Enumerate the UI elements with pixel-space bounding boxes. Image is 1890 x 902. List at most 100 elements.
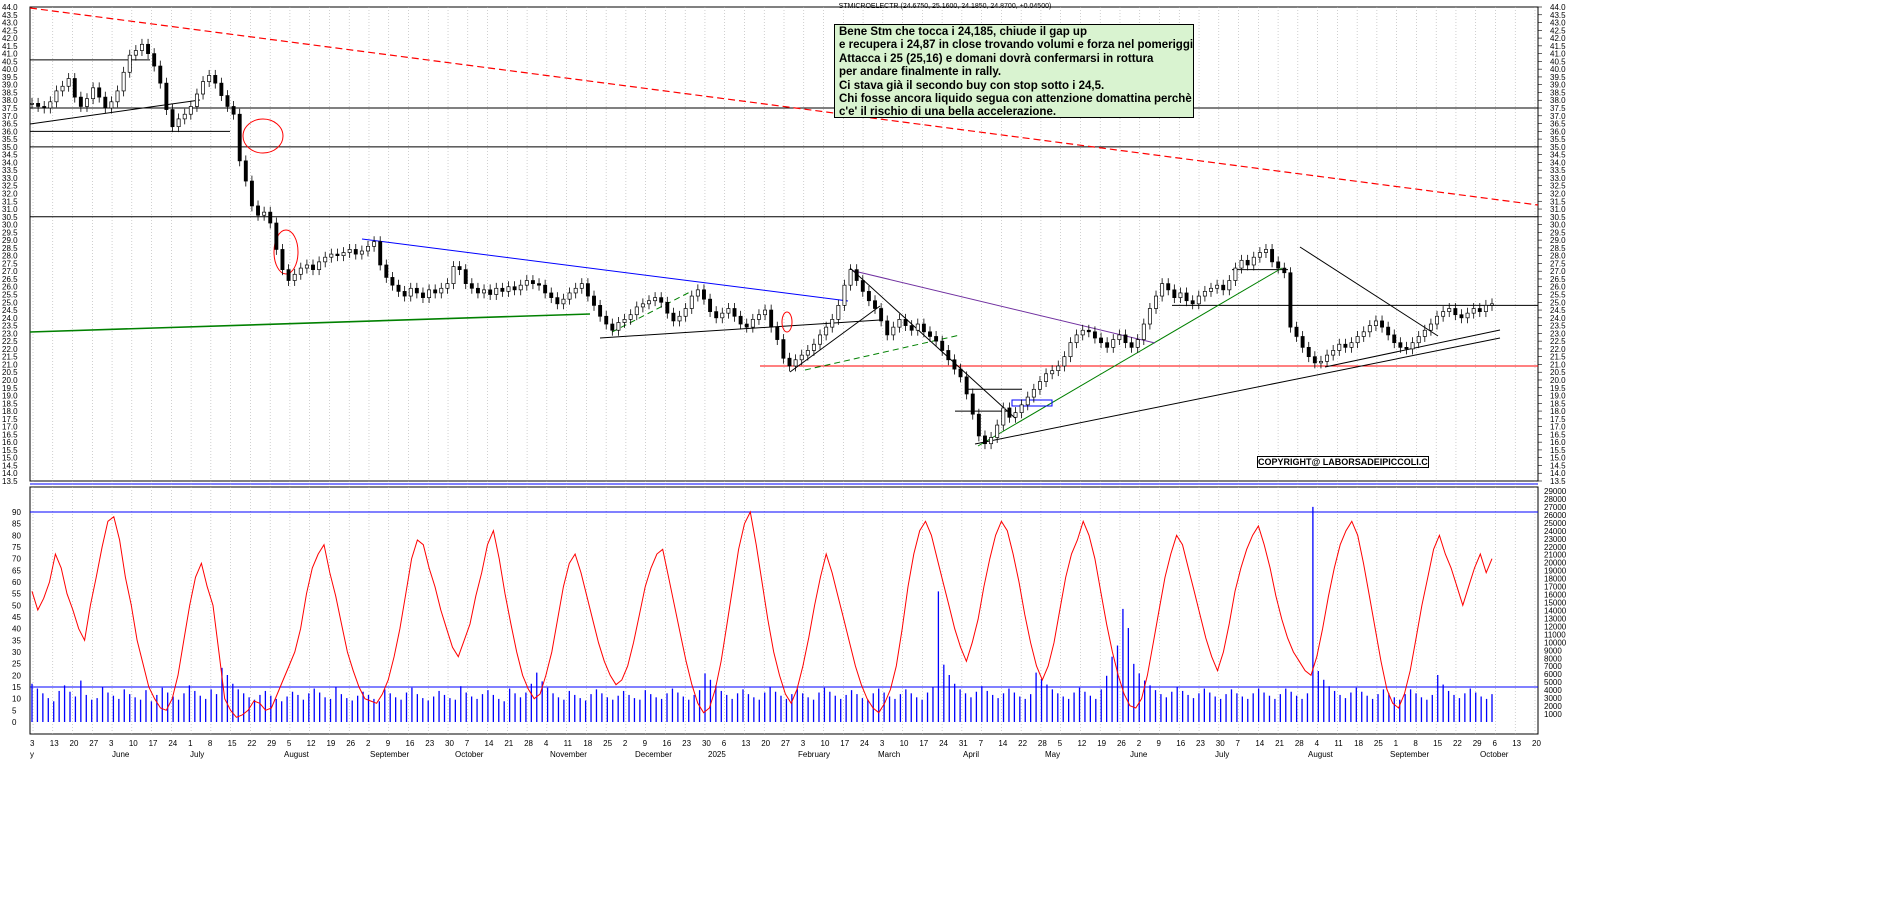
x-month-label: June	[112, 750, 130, 759]
candle-body	[714, 311, 719, 319]
candle-body	[1001, 407, 1006, 426]
candle-body	[1441, 311, 1446, 317]
candle-body	[1202, 291, 1207, 297]
oscillator-tick: 85	[12, 520, 21, 529]
oscillator-tick: 15	[12, 683, 21, 692]
candle-body	[1196, 295, 1201, 305]
candle-body	[989, 437, 994, 445]
candle-body	[60, 85, 65, 92]
candle-body	[818, 334, 822, 345]
candle-body	[36, 103, 41, 107]
volume-tick: 23000	[1544, 535, 1567, 544]
x-day-label: 17	[840, 739, 849, 748]
candle-body	[763, 309, 768, 316]
candle-body	[439, 287, 444, 294]
candle-body	[219, 82, 224, 96]
candle-body	[1154, 295, 1158, 309]
candle-body	[787, 357, 792, 367]
candle-body	[1074, 334, 1079, 344]
candle-body	[1190, 300, 1195, 305]
candle-body	[1270, 249, 1275, 263]
x-month-label: y	[30, 750, 34, 759]
volume-tick: 29000	[1544, 487, 1567, 496]
x-month-label: April	[963, 750, 979, 759]
candle-body	[1416, 336, 1421, 344]
volume-tick: 11000	[1544, 630, 1566, 639]
price-tick-right: 30.0	[1550, 221, 1566, 230]
note-line: Ci stava già il secondo buy con stop sot…	[839, 79, 1105, 92]
x-day-label: 23	[425, 739, 434, 748]
candle-body	[750, 319, 755, 328]
candle-body	[402, 291, 407, 297]
candle-body	[1129, 342, 1134, 348]
candle-body	[708, 298, 713, 312]
x-day-label: 3	[880, 739, 885, 748]
candle-body	[1300, 336, 1305, 348]
candle-body	[720, 312, 725, 319]
candle-body	[201, 81, 205, 95]
price-tick-right: 41.5	[1550, 42, 1566, 51]
candle-body	[879, 308, 884, 322]
volume-tick: 28000	[1544, 495, 1567, 504]
x-day-label: 1	[1394, 739, 1399, 748]
price-tick-right: 38.0	[1550, 96, 1566, 105]
price-tick-left: 18.5	[2, 399, 18, 408]
candle-body	[873, 300, 877, 309]
candle-body	[396, 284, 401, 292]
price-tick-right: 42.5	[1550, 26, 1566, 35]
candle-body	[824, 326, 829, 336]
candle-body	[158, 65, 163, 84]
price-tick-left: 41.5	[2, 42, 18, 51]
candle-body	[1380, 320, 1384, 328]
price-tick-left: 32.0	[2, 189, 18, 198]
candle-body	[598, 305, 603, 317]
price-tick-left: 21.0	[2, 360, 18, 369]
x-day-label: 16	[1176, 739, 1185, 748]
x-day-label: 9	[1157, 739, 1162, 748]
x-day-label: 26	[346, 739, 355, 748]
candle-body	[1355, 336, 1360, 344]
x-day-label: 9	[643, 739, 648, 748]
x-month-label: 2025	[708, 750, 726, 759]
candle-body	[109, 101, 114, 109]
volume-tick: 1000	[1544, 710, 1562, 719]
price-tick-left: 27.5	[2, 259, 18, 268]
candle-body	[298, 267, 303, 275]
candle-body	[909, 325, 914, 331]
black-trendline	[849, 267, 1016, 419]
price-tick-right: 21.0	[1550, 360, 1566, 369]
x-day-label: 3	[109, 739, 114, 748]
candle-body	[689, 295, 694, 309]
candle-body	[1056, 365, 1061, 372]
candle-body	[781, 339, 786, 359]
price-tick-left: 44.0	[2, 3, 18, 12]
volume-tick: 7000	[1544, 662, 1562, 671]
price-tick-left: 23.5	[2, 322, 18, 331]
price-tick-right: 44.0	[1550, 3, 1566, 12]
candle-body	[1392, 334, 1397, 344]
candle-body	[1483, 305, 1488, 312]
price-tick-right: 43.5	[1550, 11, 1566, 20]
candle-body	[421, 292, 425, 298]
candle-body	[1435, 315, 1439, 325]
price-tick-left: 25.0	[2, 298, 18, 307]
purple-trendline	[849, 269, 1156, 344]
x-day-label: 30	[1216, 739, 1225, 748]
volume-tick: 15000	[1544, 599, 1567, 608]
price-tick-left: 26.5	[2, 275, 18, 284]
candle-body	[188, 106, 193, 115]
price-tick-right: 23.0	[1550, 329, 1566, 338]
candle-body	[91, 87, 96, 100]
candle-body	[133, 50, 138, 56]
candle-body	[359, 250, 364, 255]
price-tick-left: 34.0	[2, 158, 18, 167]
oscillator-line	[31, 510, 1493, 718]
price-tick-left: 20.5	[2, 368, 18, 377]
oscillator-tick: 80	[12, 531, 21, 540]
price-tick-left: 20.0	[2, 376, 18, 385]
candle-body	[372, 241, 377, 247]
candle-body	[1282, 267, 1287, 274]
price-tick-right: 32.0	[1550, 189, 1566, 198]
candle-body	[1276, 261, 1281, 269]
candle-body	[604, 315, 609, 325]
